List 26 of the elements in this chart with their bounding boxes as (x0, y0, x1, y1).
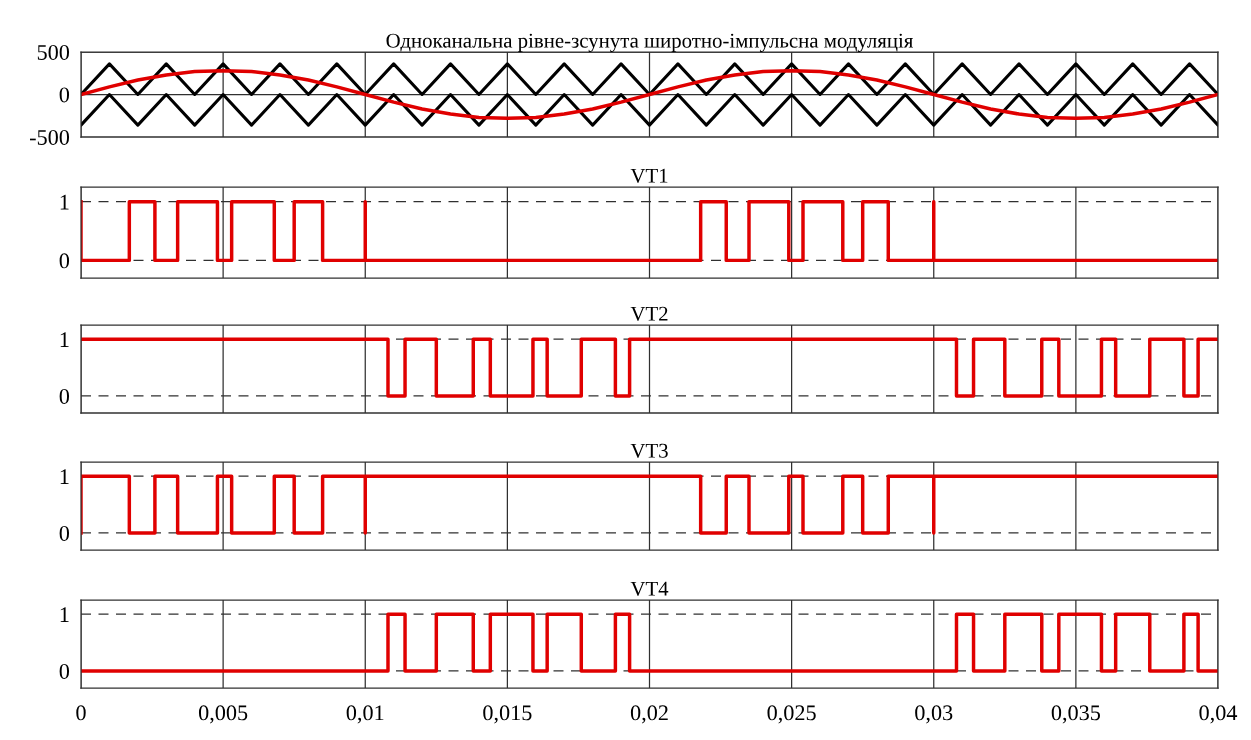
x-tick-label: 0,015 (483, 705, 532, 724)
y-tick-label: -500 (29, 129, 70, 145)
x-tick-label: 0,04 (1199, 705, 1238, 724)
chart-title: VT1 (630, 168, 668, 183)
y-tick-label: 1 (60, 469, 69, 484)
x-tick-label: 0,035 (1051, 705, 1101, 724)
y-tick-label: 1 (60, 607, 69, 622)
chart-title: Одноканальна рівне-зсунута широтно-імпульсна модуляція (386, 33, 913, 52)
y-tick-label: 0 (59, 525, 70, 541)
y-tick-label: 500 (37, 44, 70, 60)
y-tick-label: 0 (59, 253, 70, 269)
x-tick-label: 0 (76, 705, 86, 721)
y-tick-label: 0 (59, 388, 70, 404)
y-tick-label: 1 (60, 194, 69, 210)
y-tick-label: 0 (59, 87, 70, 103)
chart-title: VT2 (630, 306, 668, 321)
y-tick-label: 1 (60, 332, 69, 347)
y-tick-label: 0 (59, 663, 70, 679)
x-tick-label: 0,01 (346, 705, 384, 724)
x-tick-label: 0,02 (630, 705, 668, 724)
chart-title: VT4 (630, 581, 669, 596)
x-tick-label: 0,005 (198, 705, 248, 724)
x-tick-label: 0,03 (915, 705, 953, 724)
x-tick-label: 0,025 (767, 705, 816, 724)
line-series (81, 68, 1218, 121)
chart-title: VT3 (630, 443, 668, 458)
